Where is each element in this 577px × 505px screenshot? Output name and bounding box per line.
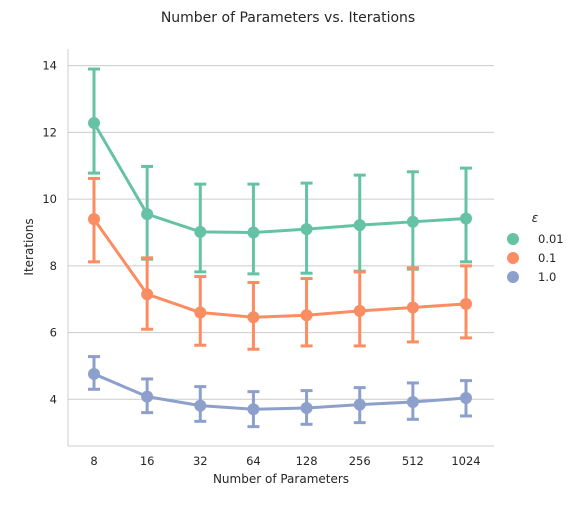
data-point (460, 392, 472, 404)
y-tick-label: 14 (42, 59, 57, 73)
data-point (141, 208, 153, 220)
data-point (141, 288, 153, 300)
x-tick-label: 1024 (451, 454, 480, 468)
legend: ε 0.01 0.1 1.0 (507, 211, 564, 284)
axes (68, 49, 494, 446)
data-point (88, 117, 100, 129)
data-point (247, 311, 259, 323)
data-point (301, 309, 313, 321)
y-tick-label: 8 (50, 259, 57, 273)
data-point (88, 213, 100, 225)
data-point (88, 368, 100, 380)
data-point (247, 226, 259, 238)
x-tick-label: 16 (140, 454, 155, 468)
y-tick-labels: 4 6 8 10 12 14 (42, 59, 57, 407)
data-point (301, 223, 313, 235)
data-point (354, 399, 366, 411)
series-1.0 (88, 357, 472, 427)
x-tick-label: 8 (90, 454, 97, 468)
x-tick-label: 32 (193, 454, 208, 468)
data-point (194, 226, 206, 238)
series-0.1 (88, 178, 472, 349)
y-tick-label: 10 (42, 192, 57, 206)
data-point (301, 402, 313, 414)
x-axis-label: Number of Parameters (213, 472, 349, 486)
data-point (354, 219, 366, 231)
data-point (407, 216, 419, 228)
data-point (354, 305, 366, 317)
data-point (460, 298, 472, 310)
legend-marker (507, 271, 519, 283)
x-tick-label: 64 (246, 454, 261, 468)
chart-title: Number of Parameters vs. Iterations (161, 10, 415, 26)
legend-marker (507, 233, 519, 245)
y-tick-label: 4 (50, 392, 57, 406)
legend-marker (507, 252, 519, 264)
y-tick-label: 12 (42, 125, 57, 139)
y-axis-label: Iterations (22, 218, 36, 275)
legend-label: 0.01 (538, 232, 564, 246)
series-group (88, 69, 472, 427)
x-tick-label: 256 (349, 454, 371, 468)
series-0.01 (88, 69, 472, 274)
legend-title: ε (532, 211, 539, 225)
y-tick-label: 6 (50, 326, 57, 340)
data-point (460, 212, 472, 224)
data-point (194, 400, 206, 412)
x-tick-label: 128 (296, 454, 318, 468)
x-tick-label: 512 (402, 454, 424, 468)
data-point (407, 302, 419, 314)
legend-label: 0.1 (538, 251, 556, 265)
grid-lines (68, 66, 494, 400)
data-point (407, 396, 419, 408)
data-point (247, 403, 259, 415)
x-tick-labels: 8 16 32 64 128 256 512 1024 (90, 454, 480, 468)
data-point (141, 391, 153, 403)
legend-label: 1.0 (538, 270, 556, 284)
data-point (194, 307, 206, 319)
